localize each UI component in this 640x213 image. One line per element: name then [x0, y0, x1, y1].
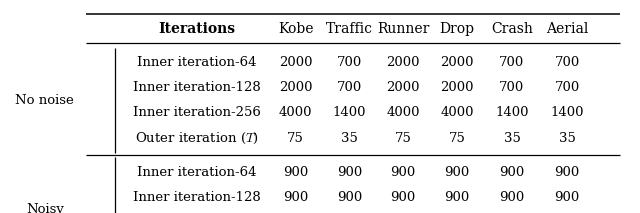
Text: 700: 700 [554, 81, 580, 94]
Text: 900: 900 [444, 191, 470, 204]
Text: 700: 700 [337, 56, 362, 69]
Text: 900: 900 [499, 166, 525, 178]
Text: Inner iteration-128: Inner iteration-128 [133, 191, 261, 204]
Text: 900: 900 [283, 166, 308, 178]
Text: Traffic: Traffic [326, 22, 373, 36]
Text: 700: 700 [499, 56, 525, 69]
Text: Iterations: Iterations [159, 22, 236, 36]
Text: 1400: 1400 [550, 106, 584, 119]
Text: Inner iteration-256: Inner iteration-256 [133, 106, 261, 119]
Text: 2000: 2000 [279, 56, 312, 69]
Text: No noise: No noise [15, 94, 74, 107]
Text: 2000: 2000 [387, 56, 420, 69]
Text: Runner: Runner [377, 22, 429, 36]
Text: 75: 75 [449, 132, 465, 145]
Text: 900: 900 [337, 191, 362, 204]
Text: 2000: 2000 [440, 56, 474, 69]
Text: 35: 35 [341, 132, 358, 145]
Text: 4000: 4000 [440, 106, 474, 119]
Text: 2000: 2000 [387, 81, 420, 94]
Text: 35: 35 [504, 132, 520, 145]
Text: 900: 900 [390, 191, 416, 204]
Text: 900: 900 [554, 166, 580, 178]
Text: 700: 700 [554, 56, 580, 69]
Text: Inner iteration-64: Inner iteration-64 [138, 56, 257, 69]
Text: 4000: 4000 [387, 106, 420, 119]
Text: Outer iteration ($T$): Outer iteration ($T$) [135, 131, 259, 146]
Text: 700: 700 [499, 81, 525, 94]
Text: Kobe: Kobe [278, 22, 314, 36]
Text: 900: 900 [554, 191, 580, 204]
Text: Aerial: Aerial [546, 22, 588, 36]
Text: Inner iteration-64: Inner iteration-64 [138, 166, 257, 178]
Text: 2000: 2000 [279, 81, 312, 94]
Text: Noisy: Noisy [26, 203, 64, 213]
Text: 75: 75 [395, 132, 412, 145]
Text: 35: 35 [559, 132, 575, 145]
Text: 900: 900 [499, 191, 525, 204]
Text: 2000: 2000 [440, 81, 474, 94]
Text: 4000: 4000 [279, 106, 312, 119]
Text: Inner iteration-128: Inner iteration-128 [133, 81, 261, 94]
Text: 900: 900 [444, 166, 470, 178]
Text: Crash: Crash [491, 22, 533, 36]
Text: 900: 900 [390, 166, 416, 178]
Text: 700: 700 [337, 81, 362, 94]
Text: 1400: 1400 [495, 106, 529, 119]
Text: 900: 900 [337, 166, 362, 178]
Text: 900: 900 [283, 191, 308, 204]
Text: 75: 75 [287, 132, 304, 145]
Text: 1400: 1400 [333, 106, 366, 119]
Text: Drop: Drop [440, 22, 474, 36]
